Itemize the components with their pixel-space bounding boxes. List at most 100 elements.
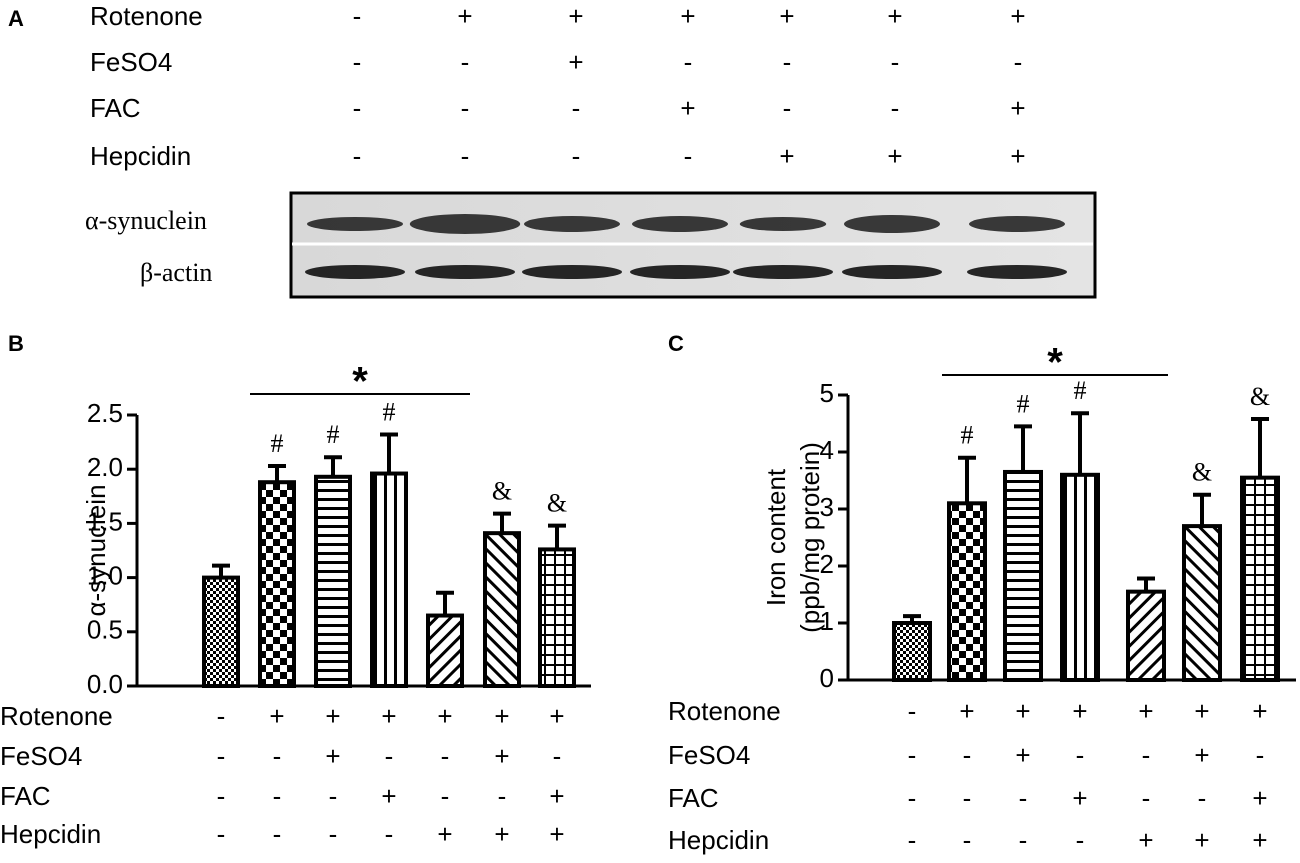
- treatment-sign: -: [217, 701, 226, 731]
- treatment-sign: +: [494, 741, 509, 771]
- y-tick-label: 1.0: [87, 560, 123, 590]
- treatment-sign: +: [1138, 696, 1153, 726]
- y-axis-label: α-synuclein: [81, 484, 111, 616]
- significance-star: *: [1047, 341, 1063, 385]
- panel-letter: C: [668, 331, 684, 356]
- treatment-sign: -: [273, 741, 282, 771]
- significance-mark: #: [327, 420, 340, 449]
- blot-band: [967, 265, 1067, 279]
- y-tick-label: 1.5: [87, 506, 123, 536]
- treatment-sign: -: [353, 47, 362, 77]
- bar: [202, 575, 240, 688]
- bar: [1240, 475, 1280, 682]
- treatment-sign: -: [353, 1, 362, 31]
- treatment-sign: -: [572, 141, 581, 171]
- treatment-sign: -: [441, 741, 450, 771]
- treatment-label: FeSO4: [668, 740, 750, 770]
- y-tick-label: 2.5: [87, 398, 123, 428]
- treatment-sign: -: [1014, 47, 1023, 77]
- treatment-label: Hepcidin: [668, 825, 769, 855]
- blot-band: [307, 217, 403, 231]
- treatment-label: Rotenone: [0, 701, 113, 731]
- treatment-label: Rotenone: [90, 1, 203, 31]
- blot-label: α-synuclein: [85, 206, 207, 235]
- treatment-sign: -: [1019, 825, 1028, 855]
- treatment-sign: -: [385, 819, 394, 849]
- treatment-sign: -: [783, 47, 792, 77]
- treatment-sign: +: [1072, 696, 1087, 726]
- treatment-sign: +: [325, 701, 340, 731]
- blot-band: [842, 265, 942, 279]
- treatment-sign: +: [887, 1, 902, 31]
- treatment-sign: +: [568, 47, 583, 77]
- treatment-sign: +: [1010, 141, 1025, 171]
- significance-star: *: [352, 360, 368, 404]
- treatment-sign: +: [1194, 740, 1209, 770]
- y-tick-label: 0: [820, 663, 834, 693]
- treatment-sign: -: [1076, 825, 1085, 855]
- treatment-sign: +: [549, 781, 564, 811]
- treatment-sign: -: [908, 740, 917, 770]
- treatment-sign: -: [891, 93, 900, 123]
- treatment-sign: +: [1252, 825, 1267, 855]
- treatment-sign: -: [1198, 783, 1207, 813]
- treatment-sign: -: [329, 819, 338, 849]
- treatment-sign: -: [963, 740, 972, 770]
- treatment-sign: +: [494, 701, 509, 731]
- treatment-sign: +: [1252, 783, 1267, 813]
- treatment-sign: +: [1015, 696, 1030, 726]
- treatment-sign: +: [1194, 825, 1209, 855]
- y-tick-label: 1: [820, 606, 834, 636]
- treatment-sign: +: [1010, 1, 1025, 31]
- treatment-sign: +: [959, 696, 974, 726]
- treatment-sign: -: [385, 741, 394, 771]
- treatment-sign: +: [680, 1, 695, 31]
- treatment-sign: -: [908, 696, 917, 726]
- treatment-sign: -: [891, 47, 900, 77]
- significance-mark: &: [1192, 458, 1212, 487]
- blot-band: [522, 265, 622, 279]
- significance-mark: #: [1074, 376, 1087, 405]
- significance-mark: #: [271, 429, 284, 458]
- treatment-sign: -: [908, 783, 917, 813]
- treatment-sign: +: [457, 1, 472, 31]
- y-tick-label: 5: [820, 378, 834, 408]
- significance-mark: #: [961, 421, 974, 450]
- treatment-sign: -: [273, 819, 282, 849]
- treatment-label: FAC: [0, 781, 51, 811]
- blot-band: [524, 216, 620, 232]
- treatment-sign: +: [680, 93, 695, 123]
- y-axis-label: Iron content: [761, 468, 791, 606]
- treatment-sign: -: [1256, 740, 1265, 770]
- treatment-label: FeSO4: [0, 741, 82, 771]
- treatment-label: Hepcidin: [0, 819, 101, 849]
- treatment-sign: -: [329, 781, 338, 811]
- treatment-sign: -: [441, 781, 450, 811]
- treatment-sign: +: [1072, 783, 1087, 813]
- treatment-sign: -: [963, 783, 972, 813]
- treatment-label: FeSO4: [90, 47, 172, 77]
- panel-letter: B: [8, 331, 24, 356]
- bar: [1060, 472, 1100, 682]
- treatment-sign: -: [461, 47, 470, 77]
- blot-band: [630, 265, 730, 279]
- treatment-sign: -: [684, 141, 693, 171]
- treatment-sign: +: [325, 741, 340, 771]
- y-tick-label: 2: [820, 549, 834, 579]
- treatment-sign: +: [437, 701, 452, 731]
- treatment-sign: +: [437, 819, 452, 849]
- significance-mark: &: [492, 477, 512, 506]
- treatment-sign: -: [1142, 740, 1151, 770]
- treatment-label: Hepcidin: [90, 141, 191, 171]
- treatment-sign: -: [498, 781, 507, 811]
- treatment-sign: +: [269, 701, 284, 731]
- bar: [1182, 524, 1222, 682]
- bar: [1003, 469, 1043, 683]
- blot-band: [844, 215, 940, 233]
- treatment-sign: +: [887, 141, 902, 171]
- blot-band: [409, 214, 521, 234]
- significance-mark: &: [1250, 382, 1270, 411]
- significance-mark: #: [1017, 389, 1030, 418]
- treatment-sign: -: [963, 825, 972, 855]
